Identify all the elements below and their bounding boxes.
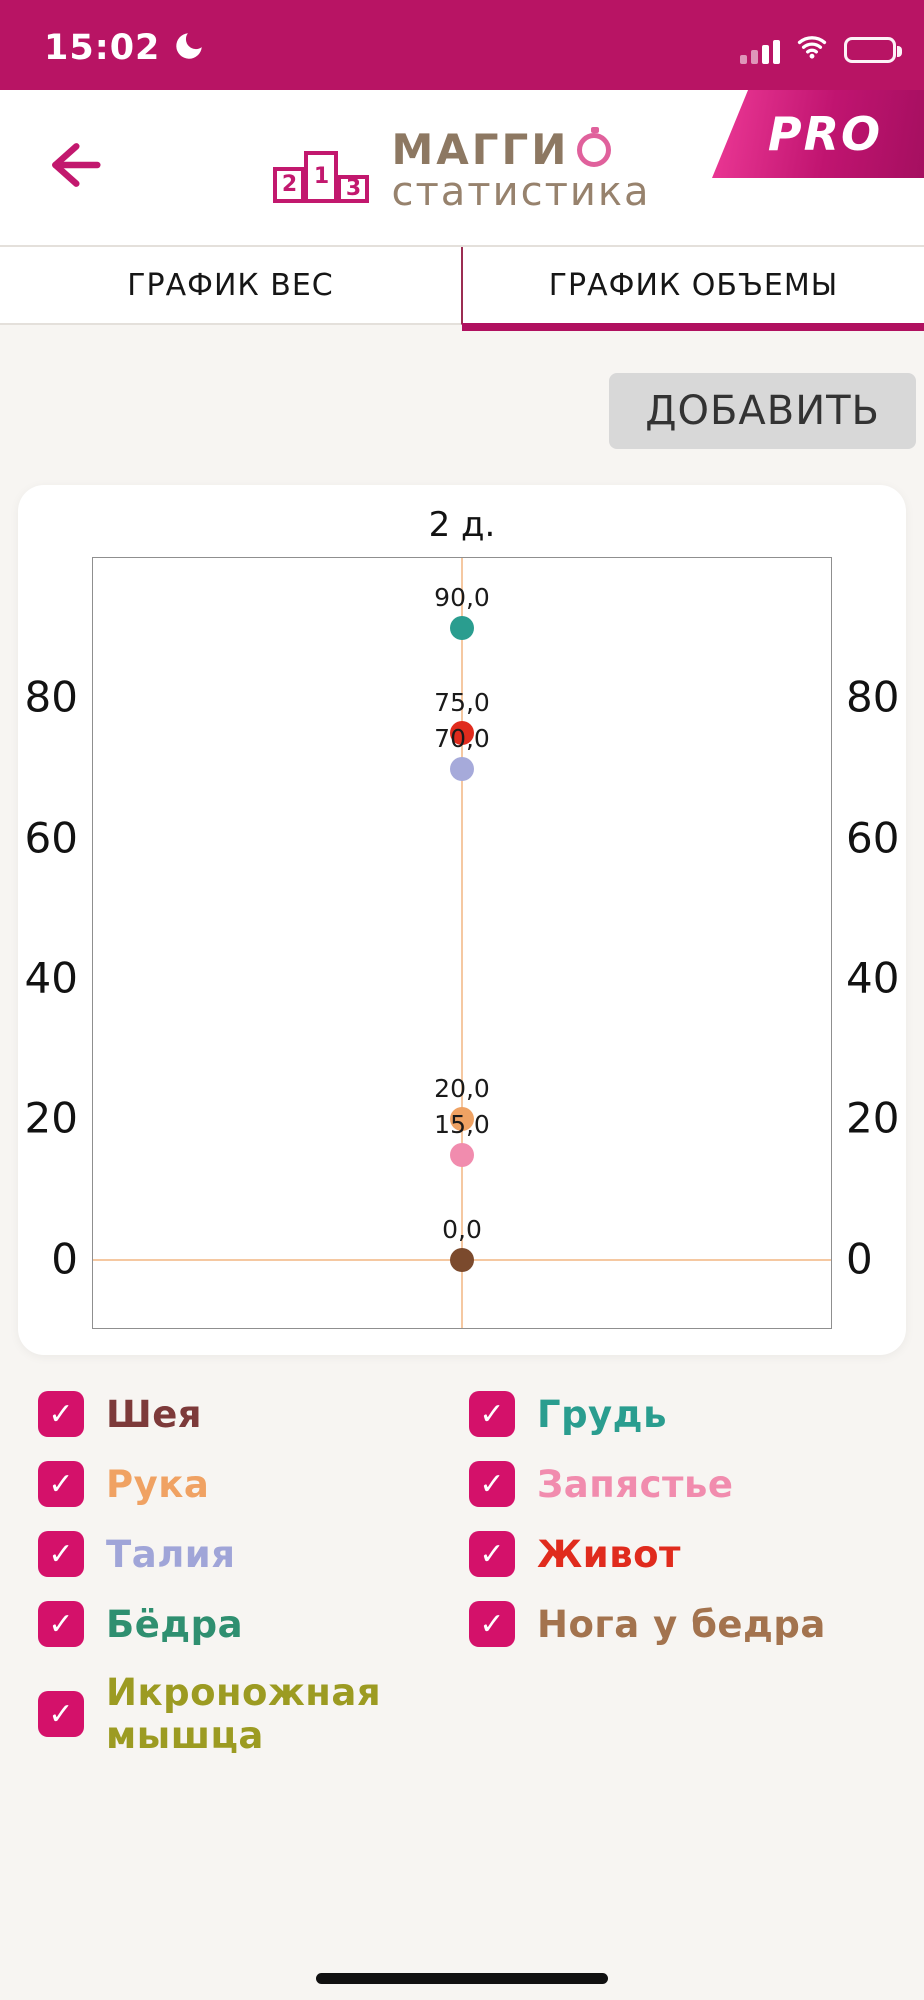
legend-item[interactable]: ✓ Икроножная мышца <box>38 1671 469 1757</box>
checkbox-checked-icon[interactable]: ✓ <box>469 1531 515 1577</box>
data-point-label: 90,0 <box>434 583 490 613</box>
podium-step-2: 2 <box>273 166 306 203</box>
checkbox-checked-icon[interactable]: ✓ <box>469 1391 515 1437</box>
data-point <box>450 1247 474 1272</box>
data-point-label: 70,0 <box>434 723 490 753</box>
active-tab-underline <box>462 323 924 331</box>
legend-item[interactable]: ✓ Рука <box>38 1461 469 1507</box>
plot-wrap: 90,0 75,0 70,0 20,0 15,0 0,0 0 0 20 20 40 40 60 60 80… <box>25 557 899 1329</box>
legend-item-label: Нога у бедра <box>537 1602 826 1646</box>
y-axis-tick-left: 80 <box>24 672 78 722</box>
header: 2 1 3 МАГГИ статистика PRO <box>0 90 924 245</box>
plot-area[interactable]: 90,0 75,0 70,0 20,0 15,0 0,0 <box>92 557 832 1329</box>
data-point-label: 75,0 <box>434 688 490 718</box>
tab-weight-chart[interactable]: ГРАФИК ВЕС <box>0 247 461 325</box>
data-point <box>450 1142 474 1167</box>
pro-badge-label: PRO <box>767 107 883 161</box>
checkbox-checked-icon[interactable]: ✓ <box>38 1601 84 1647</box>
clock: 15:02 <box>44 28 161 68</box>
data-point <box>450 616 474 641</box>
podium-icon: 2 1 3 <box>273 139 371 203</box>
y-axis-tick-right: 80 <box>846 672 900 722</box>
legend-item-label: Рука <box>106 1462 210 1506</box>
cellular-signal-icon <box>740 38 780 64</box>
data-point <box>450 756 474 781</box>
app-logo: 2 1 3 МАГГИ статистика <box>273 124 651 215</box>
status-right <box>740 32 902 64</box>
chart-card: 2 д. 90,0 75,0 70,0 20,0 15,0 0,0 0 0 20 20 40 40 6… <box>18 485 906 1355</box>
crescent-moon-icon <box>172 29 206 67</box>
y-axis-tick-right: 40 <box>846 953 900 1003</box>
legend-item[interactable]: ✓ Живот <box>469 1531 900 1577</box>
checkbox-checked-icon[interactable]: ✓ <box>38 1391 84 1437</box>
podium-step-1: 1 <box>304 150 339 203</box>
legend-item-label: Шея <box>106 1392 203 1436</box>
tab-volumes-chart[interactable]: ГРАФИК ОБЪЕМЫ <box>461 247 924 325</box>
legend-item[interactable]: ✓ Бёдра <box>38 1601 469 1647</box>
status-bar: 15:02 <box>0 0 924 90</box>
brand-title: МАГГИ <box>391 124 570 174</box>
data-point <box>450 1107 474 1132</box>
pro-badge[interactable]: PRO <box>712 90 924 178</box>
wifi-icon <box>794 32 830 64</box>
legend-item-label: Запястье <box>537 1462 734 1506</box>
legend-item[interactable]: ✓ Грудь <box>469 1391 900 1437</box>
legend-item[interactable]: ✓ Нога у бедра <box>469 1601 900 1647</box>
legend-item-label: Икроножная мышца <box>106 1671 382 1757</box>
measurements-legend: ✓ Шея ✓ Грудь ✓ Рука ✓ Запястье ✓ Талия … <box>38 1391 900 1757</box>
stopwatch-icon <box>577 127 612 168</box>
data-point-label: 20,0 <box>434 1074 490 1104</box>
back-button[interactable] <box>34 126 114 206</box>
main-content: ДОБАВИТЬ 2 д. 90,0 75,0 70,0 20,0 15,0 0,0 0 0… <box>0 325 924 1757</box>
podium-step-3: 3 <box>337 174 370 203</box>
y-axis-tick-left: 40 <box>24 953 78 1003</box>
home-indicator[interactable] <box>316 1973 608 1984</box>
checkbox-checked-icon[interactable]: ✓ <box>38 1691 84 1737</box>
chart-title: 2 д. <box>428 505 496 545</box>
y-axis-tick-left: 60 <box>24 813 78 863</box>
y-axis-tick-left: 0 <box>51 1234 78 1284</box>
legend-item[interactable]: ✓ Шея <box>38 1391 469 1437</box>
checkbox-checked-icon[interactable]: ✓ <box>469 1601 515 1647</box>
legend-item-label: Бёдра <box>106 1602 244 1646</box>
tab-bar: ГРАФИК ВЕС ГРАФИК ОБЪЕМЫ <box>0 245 924 331</box>
checkbox-checked-icon[interactable]: ✓ <box>469 1461 515 1507</box>
legend-item[interactable]: ✓ Талия <box>38 1531 469 1577</box>
add-button[interactable]: ДОБАВИТЬ <box>609 373 916 449</box>
brand-subtitle: статистика <box>391 168 651 215</box>
battery-icon <box>844 37 902 63</box>
checkbox-checked-icon[interactable]: ✓ <box>38 1461 84 1507</box>
y-axis-tick-left: 20 <box>24 1093 78 1143</box>
checkbox-checked-icon[interactable]: ✓ <box>38 1531 84 1577</box>
brand-text: МАГГИ статистика <box>391 124 651 215</box>
data-point-label: 0,0 <box>442 1214 482 1244</box>
data-point <box>450 721 474 746</box>
crosshair-vertical-line <box>461 558 463 1328</box>
y-axis-tick-right: 20 <box>846 1093 900 1143</box>
status-left: 15:02 <box>44 28 206 68</box>
legend-item[interactable]: ✓ Запястье <box>469 1461 900 1507</box>
y-axis-tick-right: 0 <box>846 1234 873 1284</box>
data-point-label: 15,0 <box>434 1109 490 1139</box>
legend-item-label: Живот <box>537 1532 681 1576</box>
legend-item-label: Грудь <box>537 1392 667 1436</box>
legend-item-label: Талия <box>106 1532 236 1576</box>
y-axis-tick-right: 60 <box>846 813 900 863</box>
